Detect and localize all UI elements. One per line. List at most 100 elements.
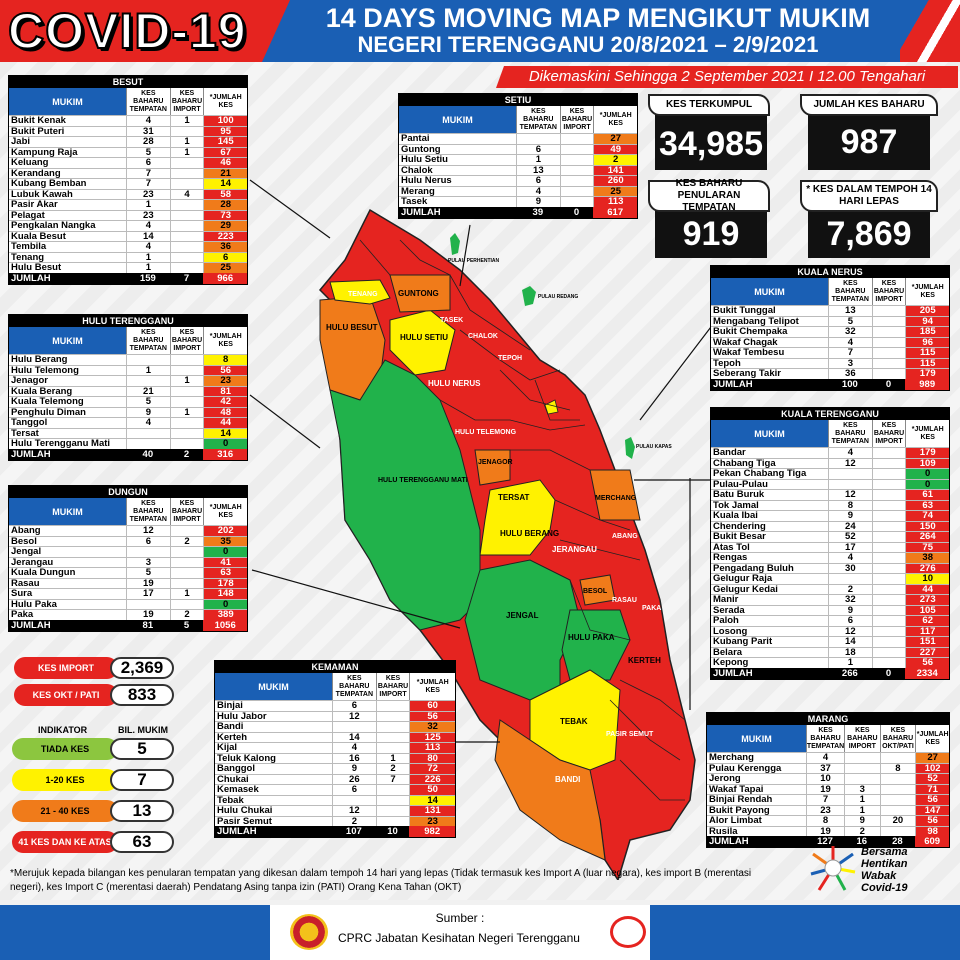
total-value: 609 (915, 836, 949, 847)
cell-mukim: Bukit Tunggal (713, 306, 776, 316)
cell-value (879, 826, 916, 836)
cell-jumlah: 60 (409, 701, 455, 711)
jknt-logo-icon (610, 916, 646, 948)
table-row: Jerong 10 52 (707, 773, 949, 784)
cell-value: 3 (126, 557, 170, 567)
table-header: MUKIM KES BAHARU TEMPATAN KES BAHARU IMPOR… (707, 725, 949, 752)
cell-value (871, 348, 906, 358)
cell-jumlah: 56 (905, 658, 950, 668)
page-title: COVID-19 (7, 2, 247, 60)
cell-mukim: Binjai Rendah (709, 795, 773, 805)
table-row: Kampung Raja 5 1 67 (9, 146, 248, 157)
cell-value: 1 (828, 658, 872, 668)
footnote: *Merujuk kepada bilangan kes penularan t… (10, 868, 752, 893)
table-row: Mengabang Telipot 5 94 (711, 315, 950, 326)
cell-mukim: Chendering (713, 521, 766, 531)
total-label: JUMLAH (11, 619, 51, 631)
cell-value: 52 (828, 532, 872, 542)
table-row: Gelugur Raja 10 (711, 573, 950, 584)
cell-jumlah: 48 (203, 407, 248, 417)
cell-value: 14 (332, 732, 376, 742)
table-row: Tanggol 4 44 (9, 417, 248, 428)
table-row: Losong 12 117 (711, 625, 950, 636)
cell-jumlah: 6 (203, 252, 248, 262)
cell-value (169, 168, 204, 178)
cell-mukim: Tepoh (713, 358, 741, 368)
column-header-import: KES BAHARU IMPORT (844, 725, 880, 752)
table-row: Teluk Kalong 16 1 80 (215, 752, 455, 763)
cell-jumlah: 80 (409, 753, 455, 763)
cell-jumlah: 109 (905, 458, 950, 468)
cell-jumlah: 72 (409, 764, 455, 774)
cell-jumlah: 131 (409, 806, 455, 816)
cell-mukim: Hulu Setiu (401, 155, 448, 165)
cell-value (879, 784, 916, 794)
total-value: 81 (142, 619, 154, 631)
column-header-tempatan: KES BAHARU TEMPATAN (126, 327, 170, 354)
cell-value (169, 126, 204, 136)
legend-count: 13 (110, 800, 174, 822)
cell-value: 37 (806, 763, 844, 773)
cell-value: 4 (828, 448, 872, 458)
cell-value: 8 (806, 816, 844, 826)
cell-value (375, 785, 410, 795)
table-row: Abang 12 202 (9, 525, 248, 536)
table-row: Pengkalan Nangka 4 29 (9, 220, 248, 231)
cell-mukim: Hulu Berang (11, 355, 68, 365)
cell-jumlah: 58 (203, 189, 248, 199)
legend-label: 1-20 KES (12, 769, 118, 791)
total-value: 0 (885, 667, 892, 679)
cell-value: 36 (828, 369, 872, 379)
cell-jumlah: 41 (203, 557, 248, 567)
total-label: JUMLAH (713, 667, 753, 679)
table-row: Hulu Besut 1 25 (9, 262, 248, 273)
cell-value (169, 428, 204, 438)
map-label-chalok: CHALOK (468, 333, 498, 340)
map-label-guntong: GUNTONG (398, 289, 439, 298)
cell-value (375, 732, 410, 742)
cell-value: 32 (828, 595, 872, 605)
cell-mukim: Kijal (217, 743, 238, 753)
table-row: Binjai 6 60 (215, 700, 455, 711)
table-row: Kuala Berang 21 81 (9, 385, 248, 396)
cell-value: 18 (828, 647, 872, 657)
table-row: Hulu Terengganu Mati 0 (9, 438, 248, 449)
bil-mukim-heading: BIL. MUKIM (118, 725, 168, 735)
cell-jumlah: 8 (203, 355, 248, 365)
cell-mukim: Bukit Chempaka (713, 327, 788, 337)
cell-value (169, 179, 204, 189)
region-bandi (494, 719, 606, 861)
cell-jumlah: 32 (409, 722, 455, 732)
cell-value (879, 805, 916, 815)
column-header-import: KES BAHARU IMPORT (871, 420, 906, 447)
column-header-jumlah: *JUMLAH KES (593, 106, 637, 133)
cell-jumlah: 179 (905, 448, 950, 458)
total-value: 2 (183, 448, 190, 460)
table-title: HULU TERENGGANU (9, 315, 247, 327)
cell-value (516, 134, 560, 144)
table-title: SETIU (399, 94, 637, 106)
cell-mukim: Tanggol (11, 418, 48, 428)
cell-value: 12 (126, 526, 170, 536)
table-row: Kemasek 6 50 (215, 784, 455, 795)
cell-value: 1 (126, 263, 170, 273)
map-label-pulau-perhentian: PULAU PERHENTIAN (448, 258, 500, 264)
table-row: Kuala Telemong 5 42 (9, 396, 248, 407)
cell-value (871, 532, 906, 542)
cell-value (169, 355, 204, 365)
legend-count: 7 (110, 769, 174, 791)
cell-value (871, 500, 906, 510)
table-title: BESUT (9, 76, 247, 88)
table-row: Bandar 4 179 (711, 447, 950, 458)
table-row: Keluang 6 46 (9, 157, 248, 168)
cell-value: 3 (843, 784, 880, 794)
total-value: 16 (856, 836, 868, 847)
region-tenang (329, 279, 391, 305)
table-row: Tebak 14 (215, 794, 455, 805)
total-value: 617 (593, 206, 637, 218)
column-header-import: KES BAHARU IMPORT (169, 88, 204, 115)
table-row: Jerangau 3 41 (9, 556, 248, 567)
cell-value: 5 (828, 316, 872, 326)
table-kuala-terengganu: KUALA TERENGGANU MUKIM KES BAHARU TEMPATAN… (710, 407, 950, 680)
table-row: Hulu Telemong 1 56 (9, 364, 248, 375)
